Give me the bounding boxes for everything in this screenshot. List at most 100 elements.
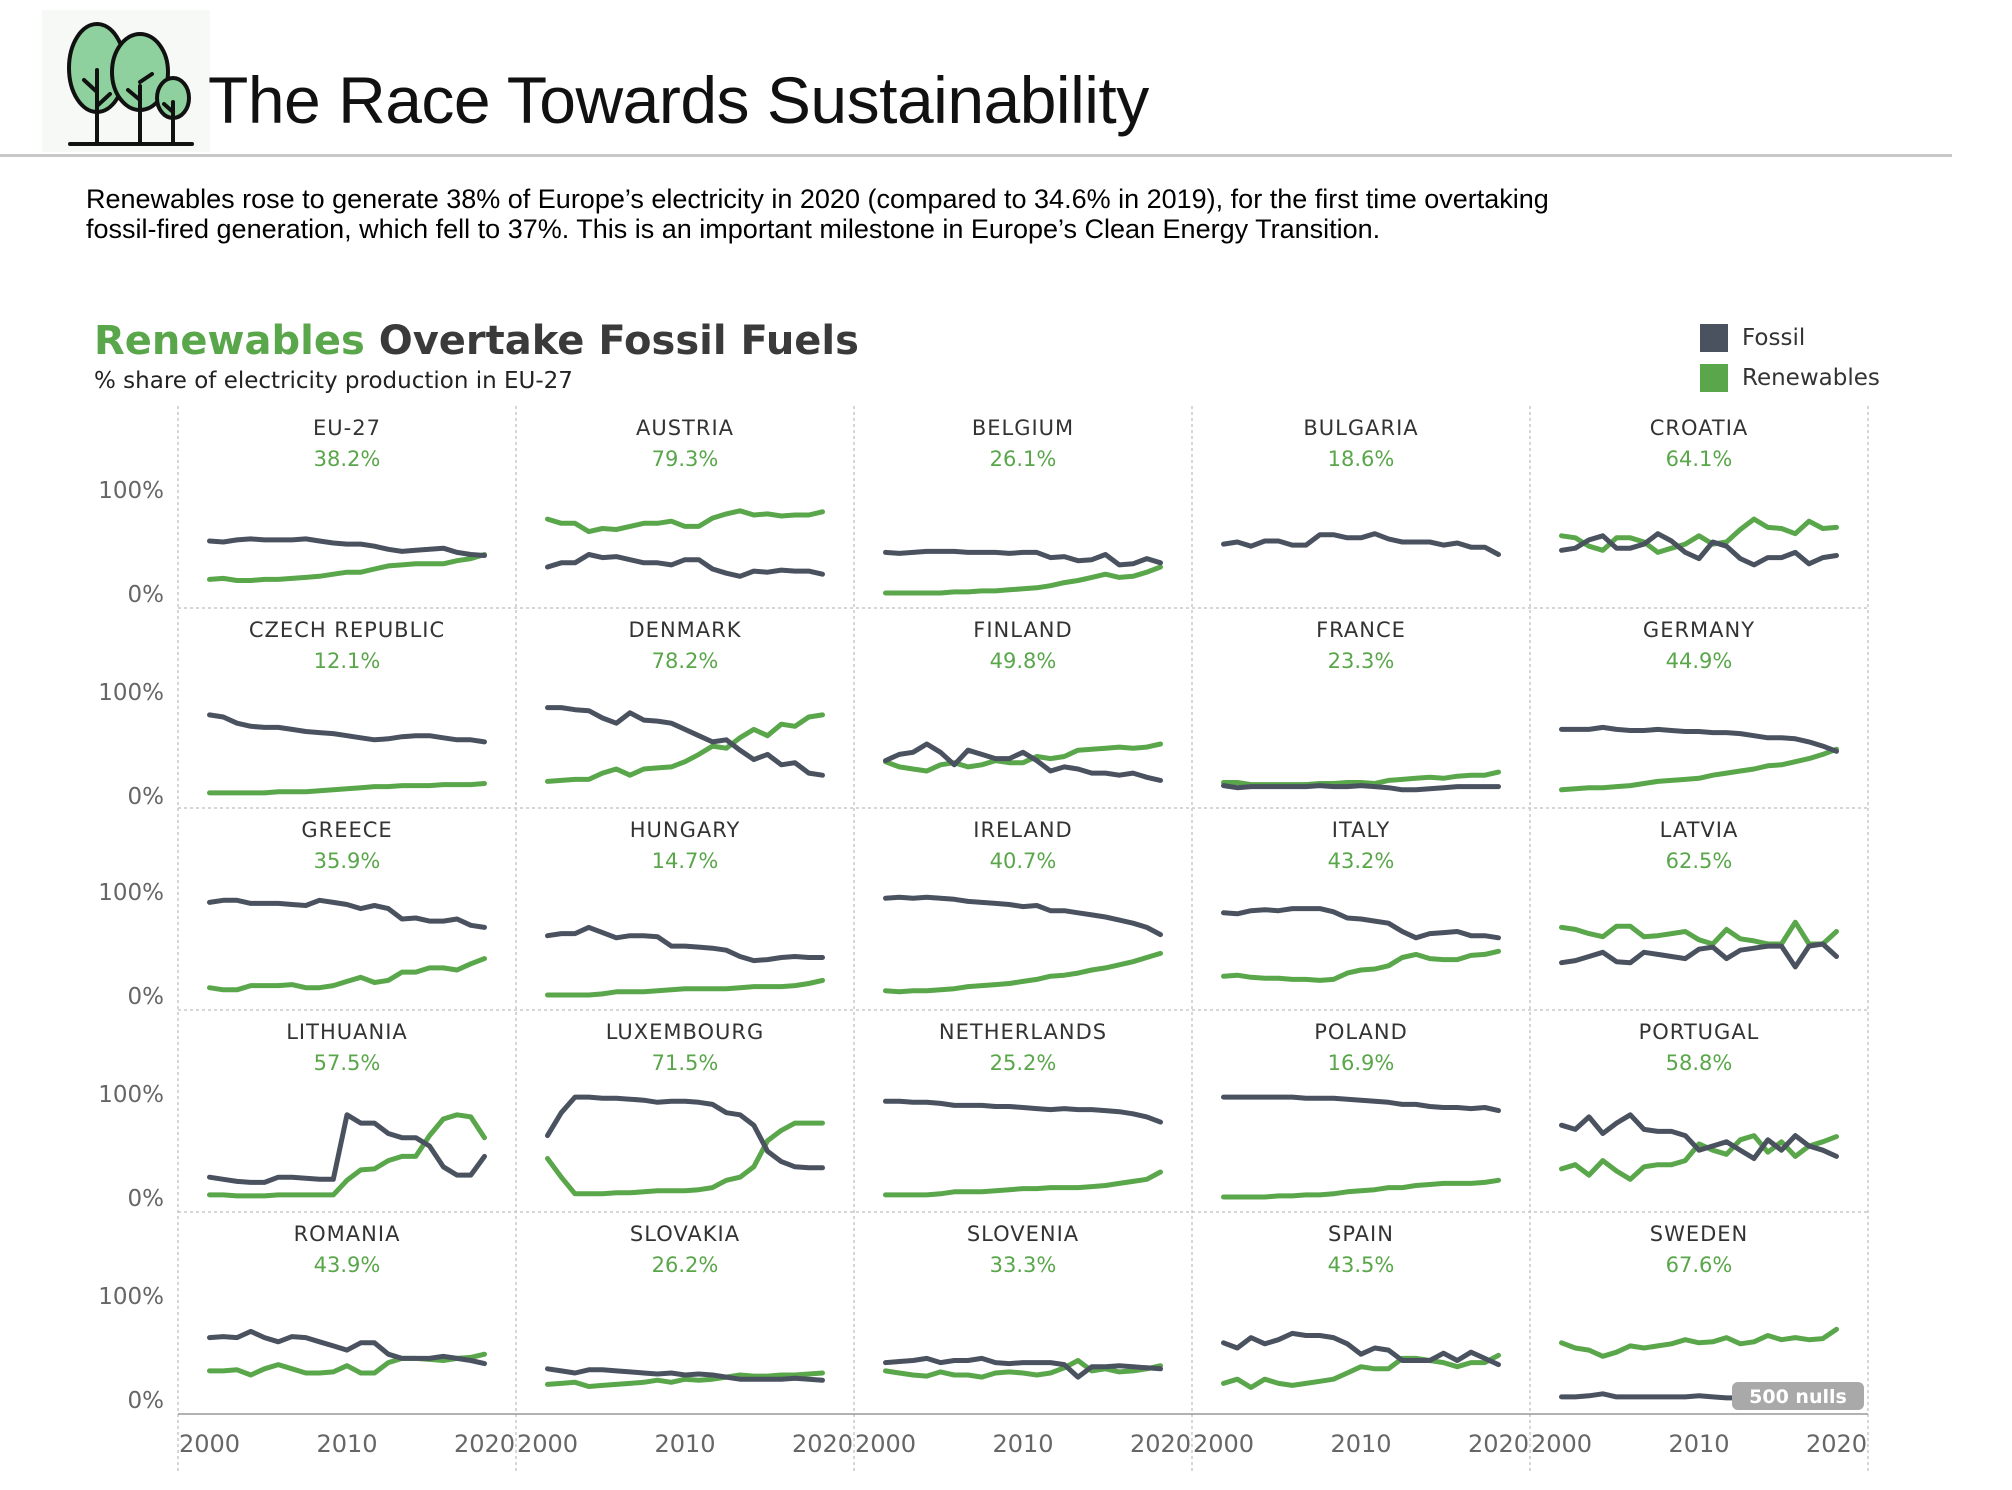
fossil-line: [883, 1355, 1163, 1380]
nulls-badge[interactable]: [1732, 1382, 1864, 1410]
panel-name: FINLAND: [973, 618, 1072, 642]
x-tick-label: 2010: [654, 1430, 715, 1458]
x-tick-label: 2020: [1468, 1430, 1529, 1458]
renewables-line: [883, 741, 1163, 774]
y-tick-label-100: 100%: [98, 880, 164, 906]
renewables-line: [883, 1169, 1163, 1198]
fossil-line: [883, 741, 1163, 783]
trees-logo: [42, 10, 210, 152]
panel-latvia: LATVIA 62.5%: [1559, 818, 1839, 970]
panel-name: GERMANY: [1643, 618, 1755, 642]
intro-line-1: Renewables rose to generate 38% of Europ…: [86, 184, 1549, 214]
panel-romania: ROMANIA 43.9%: [207, 1222, 487, 1378]
fossil-line: [207, 1328, 487, 1367]
x-tick-label: 2020: [454, 1430, 515, 1458]
legend-item-fossil[interactable]: Fossil: [1700, 318, 1880, 358]
panel-greece: GREECE 35.9%: [207, 818, 487, 993]
legend-item-renewables[interactable]: Renewables: [1700, 358, 1880, 398]
panel-value: 62.5%: [1666, 849, 1733, 873]
y-tick-label-0: 0%: [128, 984, 165, 1010]
panel-name: AUSTRIA: [636, 416, 734, 440]
y-tick-label-0: 0%: [128, 1388, 165, 1414]
renewables-line: [545, 977, 825, 998]
y-tick-label-0: 0%: [128, 784, 165, 810]
page-title: The Race Towards Sustainability: [208, 63, 1149, 137]
panel-name: BELGIUM: [972, 416, 1074, 440]
panel-bulgaria: BULGARIA 18.6%: [1221, 416, 1501, 557]
panel-slovakia: SLOVAKIA 26.2%: [545, 1222, 825, 1389]
x-tick-label: 2000: [1531, 1430, 1592, 1458]
panel-name: FRANCE: [1316, 618, 1406, 642]
panel-czech-republic: CZECH REPUBLIC 12.1%: [207, 618, 487, 796]
x-tick-label: 2020: [1130, 1430, 1191, 1458]
panel-value: 35.9%: [314, 849, 381, 873]
panel-name: ROMANIA: [294, 1222, 401, 1246]
renewables-line: [545, 508, 825, 535]
y-tick-label-100: 100%: [98, 680, 164, 706]
fossil-line: [545, 1094, 825, 1171]
panel-value: 79.3%: [652, 447, 719, 471]
panel-name: LUXEMBOURG: [606, 1020, 765, 1044]
panel-value: 33.3%: [990, 1253, 1057, 1277]
x-tick-label: 2010: [1668, 1430, 1729, 1458]
panel-name: GREECE: [301, 818, 392, 842]
panel-value: 71.5%: [652, 1051, 719, 1075]
renewables-line: [883, 564, 1163, 596]
panel-value: 18.6%: [1328, 447, 1395, 471]
panel-name: CROATIA: [1650, 416, 1749, 440]
panel-france: FRANCE 23.3%: [1221, 618, 1501, 793]
fossil-line: [883, 894, 1163, 938]
renewables-line: [883, 1358, 1163, 1380]
panel-denmark: DENMARK 78.2%: [545, 618, 825, 784]
fossil-line: [1221, 906, 1501, 941]
renewables-line: [545, 1370, 825, 1389]
panel-value: 78.2%: [652, 649, 719, 673]
x-tick-label: 2000: [179, 1430, 240, 1458]
y-tick-label-100: 100%: [98, 1082, 164, 1108]
fossil-line: [1559, 1112, 1839, 1161]
fossil-line: [545, 1366, 825, 1383]
panel-croatia: CROATIA 64.1%: [1559, 416, 1839, 568]
panel-slovenia: SLOVENIA 33.3%: [883, 1222, 1163, 1380]
fossil-line: [883, 548, 1163, 568]
panel-netherlands: NETHERLANDS 25.2%: [883, 1020, 1163, 1198]
panel-portugal: PORTUGAL 58.8%: [1559, 1020, 1839, 1182]
panel-italy: ITALY 43.2%: [1221, 818, 1501, 983]
panel-hungary: HUNGARY 14.7%: [545, 818, 825, 998]
renewables-line: [1559, 919, 1839, 947]
fossil-line: [545, 705, 825, 778]
panel-name: SPAIN: [1328, 1222, 1394, 1246]
intro-text: Renewables rose to generate 38% of Europ…: [86, 184, 1886, 244]
panel-value: 43.9%: [314, 1253, 381, 1277]
renewables-line: [545, 712, 825, 784]
trees-icon: [67, 22, 194, 146]
renewables-line: [1559, 746, 1839, 793]
panel-value: 44.9%: [1666, 649, 1733, 673]
x-tick-label: 2000: [517, 1430, 578, 1458]
panel-name: NETHERLANDS: [939, 1020, 1107, 1044]
legend-swatch-renewables: [1700, 364, 1728, 392]
renewables-line: [1221, 1177, 1501, 1200]
legend-swatch-fossil: [1700, 324, 1728, 352]
fossil-line: [545, 924, 825, 964]
panel-value: 40.7%: [990, 849, 1057, 873]
fossil-line: [1559, 941, 1839, 970]
legend-label-fossil: Fossil: [1742, 325, 1806, 351]
x-tick-label: 2020: [1806, 1430, 1867, 1458]
x-tick-label: 2010: [316, 1430, 377, 1458]
fossil-line: [1221, 1330, 1501, 1368]
panel-luxembourg: LUXEMBOURG 71.5%: [545, 1020, 825, 1197]
panel-value: 38.2%: [314, 447, 381, 471]
y-tick-label-100: 100%: [98, 478, 164, 504]
panel-name: HUNGARY: [630, 818, 741, 842]
fossil-line: [207, 897, 487, 930]
fossil-line: [545, 552, 825, 579]
panel-name: BULGARIA: [1303, 416, 1418, 440]
fossil-line: [883, 1098, 1163, 1125]
y-tick-label-100: 100%: [98, 1284, 164, 1310]
fossil-line: [1221, 783, 1501, 793]
renewables-line: [1559, 1133, 1839, 1182]
panel-name: DENMARK: [629, 618, 742, 642]
panel-value: 43.5%: [1328, 1253, 1395, 1277]
